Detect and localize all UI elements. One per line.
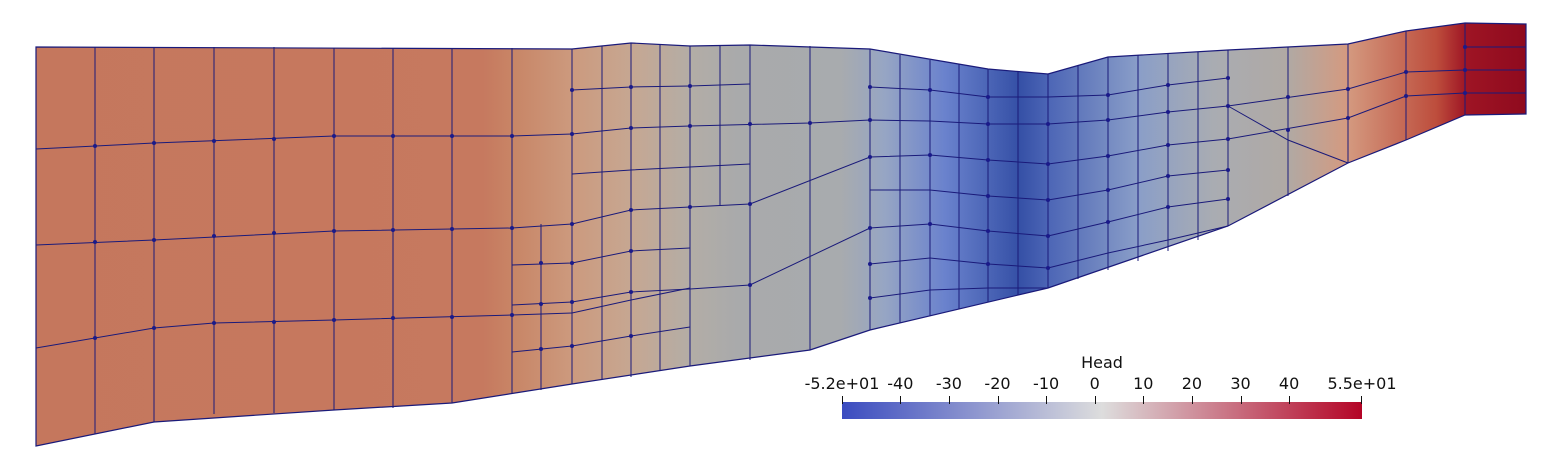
legend-tick-mark bbox=[1361, 396, 1362, 404]
legend-tick-mark bbox=[842, 396, 843, 404]
legend-tick-mark bbox=[1094, 396, 1096, 404]
legend-tick-mark bbox=[1240, 396, 1242, 404]
legend-tick-mark bbox=[1191, 396, 1193, 404]
mesh-boundary bbox=[35, 22, 1527, 447]
legend-tick-label: -10 bbox=[1033, 374, 1060, 393]
legend-tick-mark bbox=[900, 396, 902, 404]
mesh-domain bbox=[36, 23, 1526, 446]
legend-tick-label: 5.5e+01 bbox=[1327, 374, 1397, 393]
legend-tick-label: 20 bbox=[1181, 374, 1203, 393]
legend-tick-label: -40 bbox=[887, 374, 914, 393]
legend-color-bar bbox=[842, 402, 1362, 419]
legend-tick-label: -5.2e+01 bbox=[804, 374, 880, 393]
legend-tick-mark bbox=[997, 396, 999, 404]
mesh-layer-line bbox=[571, 119, 1048, 135]
legend-tick-label: -20 bbox=[984, 374, 1011, 393]
legend-tick-label: 40 bbox=[1278, 374, 1300, 393]
legend-tick-mark bbox=[1046, 396, 1048, 404]
legend-tick-mark bbox=[1289, 396, 1291, 404]
legend-tick-mark bbox=[948, 396, 950, 404]
mesh-nodes bbox=[93, 45, 1467, 351]
legend-tick-label: 10 bbox=[1133, 374, 1154, 393]
legend-tick-label: 30 bbox=[1230, 374, 1251, 393]
legend-title: Head bbox=[1081, 353, 1123, 372]
legend-tick-mark bbox=[1143, 396, 1145, 404]
legend-tick-label: 0 bbox=[1089, 374, 1100, 393]
legend-tick-label: -30 bbox=[935, 374, 962, 393]
